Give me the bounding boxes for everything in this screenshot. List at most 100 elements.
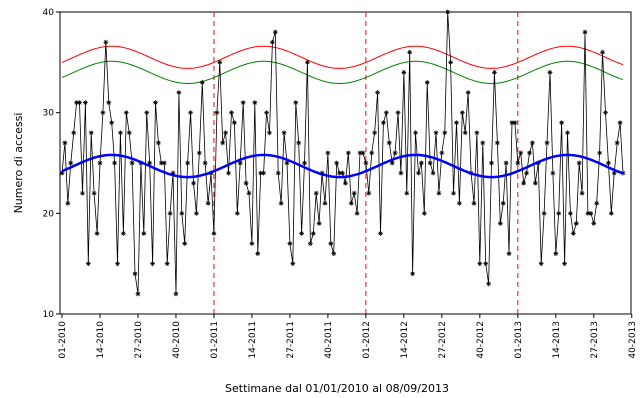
observed-point-stroke — [612, 171, 617, 176]
observed-point — [182, 241, 188, 246]
observed-point — [532, 180, 538, 186]
observed-point-stroke — [279, 201, 284, 206]
observed-point-stroke — [211, 231, 216, 236]
observed-point-stroke — [553, 251, 558, 256]
observed-point — [234, 210, 240, 216]
observed-point — [486, 281, 491, 287]
observed-point-stroke — [121, 231, 126, 236]
observed-point-stroke — [431, 171, 436, 176]
observed-point-stroke — [168, 211, 173, 216]
observed-point-stroke — [442, 130, 447, 135]
x-tick-label: 01-2012 — [362, 321, 372, 359]
observed-point-stroke — [232, 120, 237, 125]
observed-point — [150, 261, 155, 267]
observed-point — [404, 190, 410, 196]
observed-point — [603, 110, 608, 116]
observed-point-stroke — [226, 171, 231, 176]
observed-point — [389, 160, 395, 166]
x-tick-label: 27-2013 — [590, 321, 600, 359]
observed-point-stroke — [591, 221, 596, 226]
observed-point — [442, 130, 448, 136]
observed-point-stroke — [387, 140, 392, 145]
observed-point — [316, 221, 322, 226]
observed-point — [524, 170, 529, 176]
observed-point-stroke — [363, 161, 368, 165]
observed-point-stroke — [71, 130, 76, 135]
observed-point — [436, 190, 442, 196]
observed-point — [331, 251, 337, 256]
observed-point-stroke — [130, 161, 135, 165]
observed-point — [196, 150, 202, 156]
observed-point — [302, 160, 307, 166]
observed-point — [94, 231, 100, 236]
observed-point — [135, 291, 141, 297]
observed-point-stroke — [89, 130, 94, 135]
observed-point — [375, 90, 380, 95]
observed-point — [205, 200, 211, 206]
observed-point-stroke — [235, 211, 240, 216]
observed-point-stroke — [448, 60, 453, 65]
observed-point — [416, 170, 421, 176]
observed-point-stroke — [480, 140, 485, 145]
observed-point-stroke — [340, 171, 345, 176]
observed-point-stroke — [568, 211, 573, 216]
observed-point — [617, 120, 623, 126]
observed-point — [413, 130, 418, 136]
x-tick-label: 27-2012 — [438, 321, 448, 359]
observed-point — [553, 251, 559, 256]
observed-point-stroke — [539, 261, 544, 266]
observed-point — [544, 140, 550, 146]
observed-point — [176, 90, 182, 95]
observed-point — [296, 140, 302, 146]
observed-point — [179, 210, 185, 216]
observed-point-stroke — [360, 150, 365, 155]
observed-point-stroke — [547, 70, 552, 75]
observed-point-stroke — [375, 90, 380, 95]
observed-point-stroke — [384, 110, 389, 115]
observed-point-stroke — [428, 161, 433, 165]
observed-point — [480, 140, 486, 146]
observed-point — [366, 190, 372, 196]
observed-point-stroke — [352, 191, 357, 196]
observed-point — [229, 110, 234, 116]
observed-point-stroke — [282, 130, 287, 135]
observed-point — [141, 231, 147, 236]
observed-point-stroke — [366, 191, 371, 196]
observed-point — [103, 39, 109, 45]
observed-point — [281, 130, 287, 136]
observed-point — [570, 231, 576, 236]
observed-point — [541, 210, 547, 216]
observed-point — [156, 140, 161, 146]
x-tick-label: 14-2011 — [248, 321, 258, 359]
observed-point — [231, 120, 237, 126]
observed-point-stroke — [200, 80, 205, 85]
observed-point — [68, 160, 74, 166]
observed-point — [126, 130, 132, 136]
observed-point — [372, 130, 378, 136]
x-tick-label: 01-2013 — [514, 321, 524, 359]
observed-point-stroke — [323, 201, 327, 206]
x-tick-label: 40-2012 — [476, 321, 486, 359]
x-tick-label: 40-2011 — [324, 321, 334, 359]
observed-point — [161, 160, 167, 166]
observed-point — [223, 130, 229, 136]
observed-point — [445, 9, 451, 15]
observed-point-stroke — [92, 191, 97, 196]
observed-point-stroke — [609, 211, 614, 216]
observed-point-stroke — [83, 100, 88, 105]
observed-point-stroke — [416, 171, 421, 176]
observed-point-stroke — [495, 140, 500, 145]
observed-point — [568, 210, 573, 216]
observed-point — [129, 160, 135, 166]
observed-point — [147, 160, 153, 166]
observed-point — [357, 150, 363, 156]
observed-point-stroke — [223, 130, 228, 135]
observed-point-stroke — [492, 70, 497, 75]
observed-point — [418, 160, 424, 166]
observed-point — [392, 150, 398, 156]
observed-point-stroke — [258, 171, 263, 176]
observed-point-stroke — [127, 130, 132, 135]
observed-point-stroke — [109, 120, 114, 125]
observed-point-stroke — [273, 30, 278, 35]
